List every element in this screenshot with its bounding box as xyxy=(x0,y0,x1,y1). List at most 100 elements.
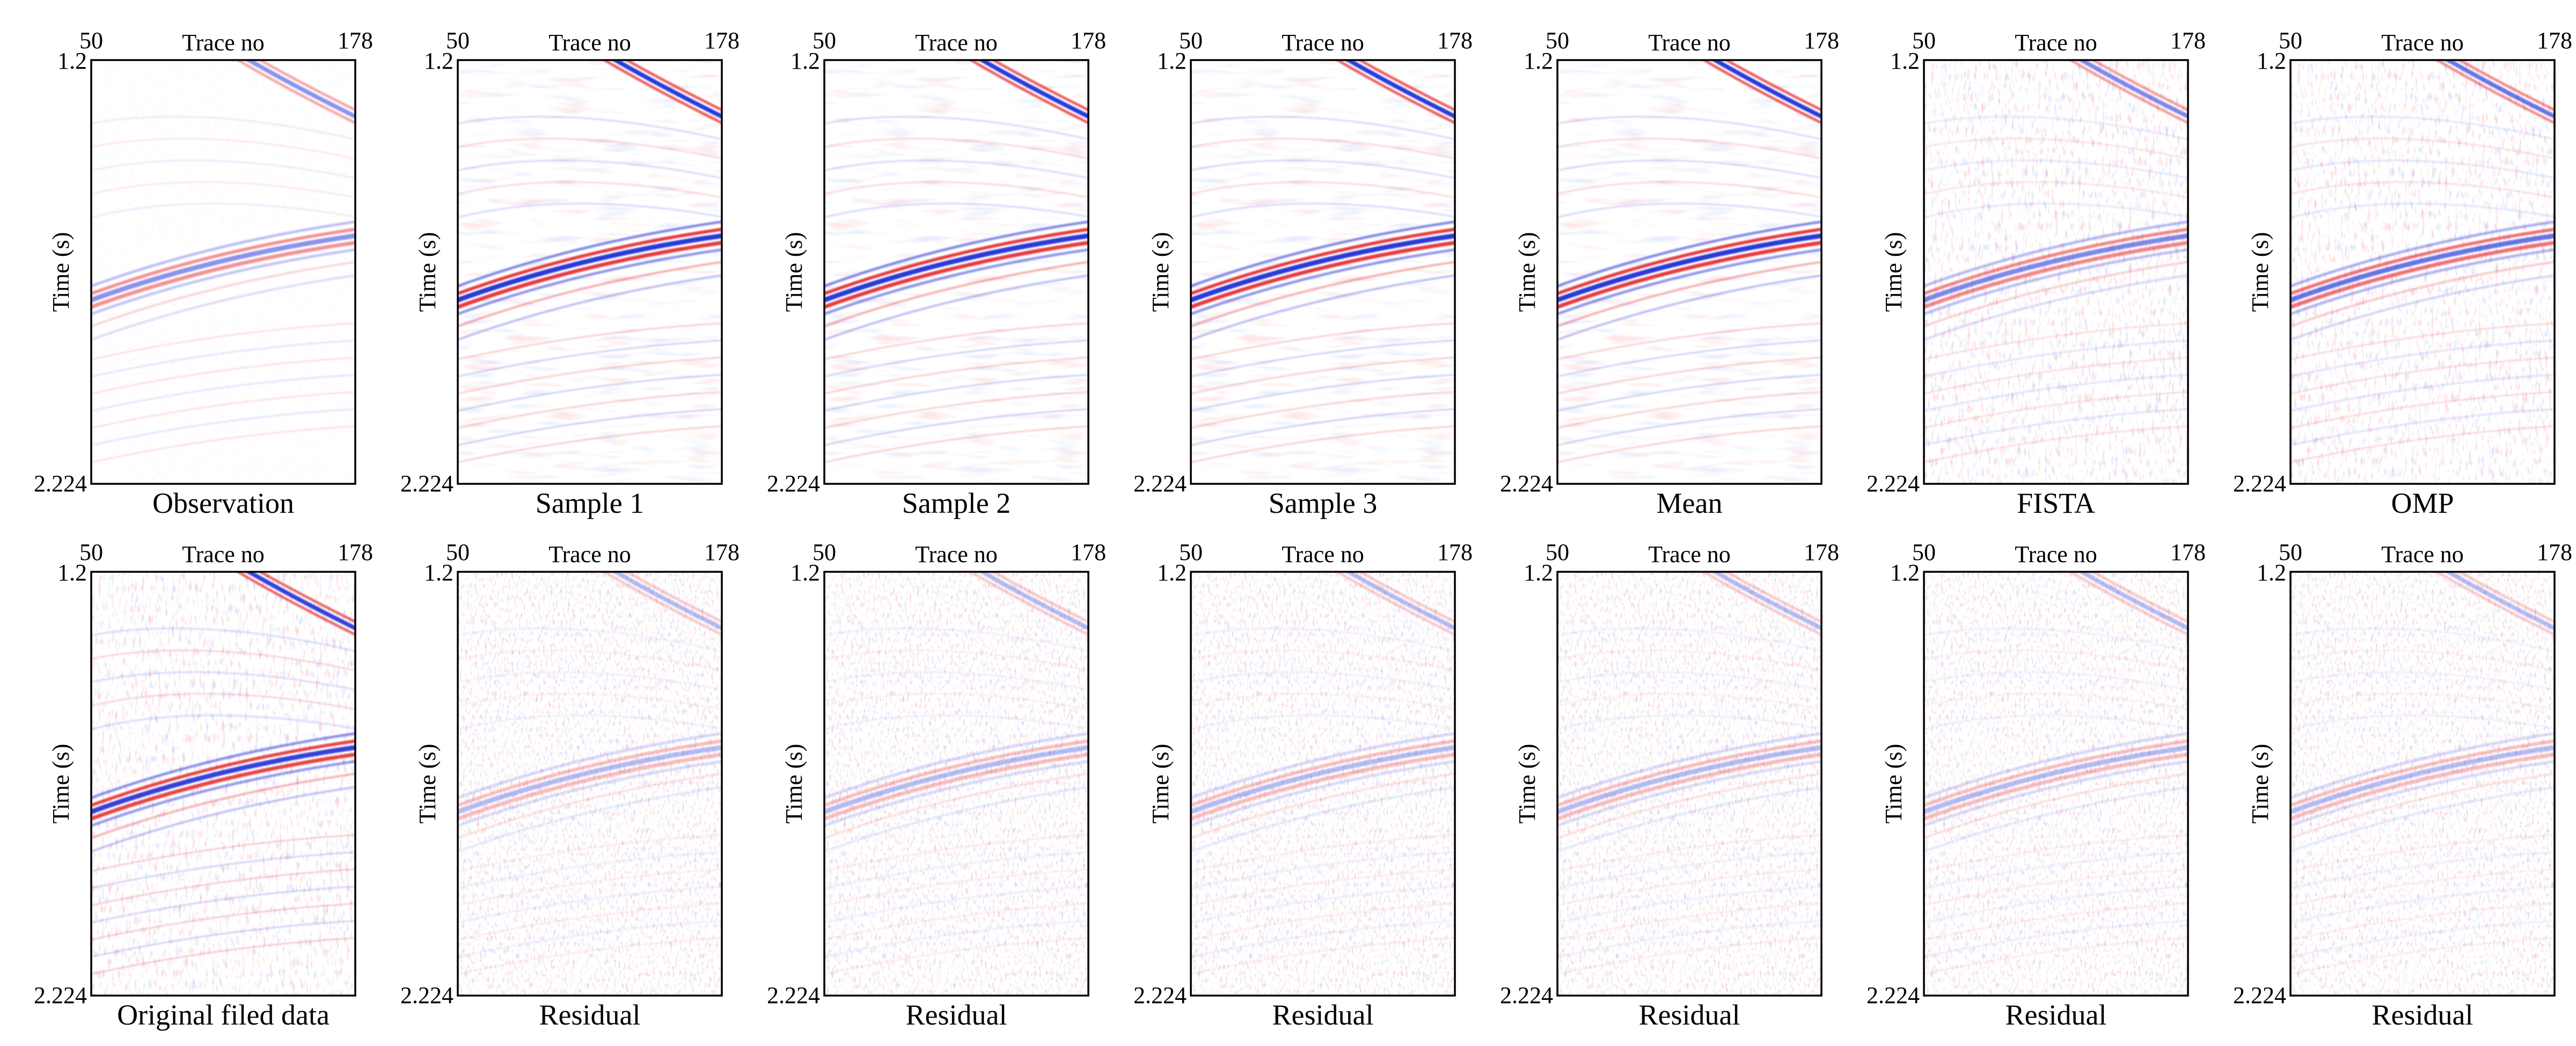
reflection-event xyxy=(602,572,722,636)
heatmap-area xyxy=(1924,572,2188,996)
seismic-events xyxy=(91,60,355,463)
reflection-event xyxy=(1344,572,1455,631)
reflection-event xyxy=(91,920,355,958)
reflection-event xyxy=(458,248,722,316)
reflection-event xyxy=(91,220,355,288)
reflection-event xyxy=(2290,248,2555,316)
reflection-event xyxy=(458,886,722,924)
reflection-event xyxy=(458,920,722,958)
reflection-event xyxy=(1723,572,1821,623)
reflection-event xyxy=(1711,60,1821,119)
x-tick-max: 178 xyxy=(704,539,740,565)
reflection-event xyxy=(2290,374,2555,412)
reflection-event xyxy=(968,60,1088,124)
x-tick-min: 50 xyxy=(1546,27,1569,54)
reflection-event xyxy=(91,627,355,652)
reflection-event xyxy=(2290,752,2555,821)
reflection-event xyxy=(91,760,355,828)
reflection-event xyxy=(824,752,1088,821)
reflection-event xyxy=(978,572,1088,631)
y-tick-max: 2.224 xyxy=(34,470,87,497)
seismic-events xyxy=(458,572,722,975)
reflection-event xyxy=(1191,115,1455,141)
reflection-event xyxy=(1557,851,1821,889)
reflection-event xyxy=(824,220,1088,288)
reflection-event xyxy=(1701,572,1821,636)
panel-caption: Sample 1 xyxy=(536,487,644,519)
reflection-event xyxy=(824,714,1088,731)
y-tick-min: 1.2 xyxy=(1524,48,1553,74)
x-tick-min: 50 xyxy=(1546,539,1569,565)
y-tick-min: 1.2 xyxy=(424,48,453,74)
reflection-event xyxy=(91,340,355,378)
y-tick-max: 2.224 xyxy=(400,470,453,497)
heatmap-area xyxy=(824,572,1088,996)
seismic-events xyxy=(1924,60,2188,463)
reflection-event xyxy=(1557,903,1821,941)
x-tick-min: 50 xyxy=(1912,27,1936,54)
reflection-event xyxy=(2290,693,2555,710)
reflection-event xyxy=(1924,233,2188,303)
x-tick-max: 178 xyxy=(704,27,740,54)
reflection-event xyxy=(91,903,355,941)
panel-caption: Residual xyxy=(1272,999,1374,1031)
reflection-event xyxy=(91,227,355,296)
panel-residual-9: 50 178 Trace no 1.2 2.224 Time (s) Residual xyxy=(400,539,740,1031)
reflection-event xyxy=(257,572,355,623)
reflection-event xyxy=(1191,391,1455,429)
reflection-event xyxy=(257,60,355,112)
reflection-event xyxy=(1557,834,1821,872)
x-axis-label: Trace no xyxy=(915,30,998,56)
reflection-event xyxy=(824,760,1088,828)
seismic-events xyxy=(824,60,1088,463)
reflection-event xyxy=(1711,572,1821,631)
reflection-event xyxy=(1191,233,1455,303)
reflection-event xyxy=(91,115,355,141)
reflection-event xyxy=(245,572,355,631)
heatmap-area xyxy=(91,60,355,484)
panel-caption: Observation xyxy=(152,487,294,519)
plot-frame xyxy=(457,571,723,997)
y-axis-label: Time (s) xyxy=(1514,232,1540,312)
reflection-event xyxy=(824,693,1088,710)
y-axis-label: Time (s) xyxy=(1147,744,1174,824)
reflection-event xyxy=(1557,649,1821,672)
reflection-event xyxy=(458,408,722,446)
reflection-event xyxy=(1924,261,2188,328)
reflection-event xyxy=(2290,227,2555,296)
reflection-event xyxy=(1924,220,2188,288)
reflection-event xyxy=(1924,671,2188,691)
reflection-event xyxy=(1191,240,1455,310)
reflection-event xyxy=(824,886,1088,924)
reflection-event xyxy=(824,425,1088,463)
panel-caption: Mean xyxy=(1657,487,1723,519)
reflection-event xyxy=(1335,572,1455,636)
seismic-events xyxy=(824,572,1088,975)
y-tick-max: 2.224 xyxy=(1133,982,1187,1008)
reflection-event xyxy=(1557,408,1821,446)
y-tick-max: 2.224 xyxy=(400,982,453,1008)
reflection-event xyxy=(1924,886,2188,924)
reflection-event xyxy=(624,572,722,623)
y-tick-min: 1.2 xyxy=(57,48,87,74)
reflection-event xyxy=(824,627,1088,652)
x-axis-label: Trace no xyxy=(1648,30,1731,56)
reflection-event xyxy=(1557,752,1821,821)
panel-caption: Sample 3 xyxy=(1269,487,1377,519)
plot-frame xyxy=(1556,571,1823,997)
reflection-event xyxy=(1557,181,1821,198)
reflection-event xyxy=(1357,60,1455,112)
y-tick-min: 1.2 xyxy=(57,559,87,586)
y-tick-max: 2.224 xyxy=(1867,470,1920,497)
heatmap-area xyxy=(1557,60,1821,484)
reflection-event xyxy=(458,181,722,198)
y-axis-label: Time (s) xyxy=(1880,232,1907,312)
reflection-event xyxy=(824,786,1088,853)
reflection-event xyxy=(91,851,355,889)
reflection-event xyxy=(1191,340,1455,378)
reflection-event xyxy=(824,739,1088,807)
reflection-event xyxy=(245,60,355,119)
y-tick-max: 2.224 xyxy=(2233,982,2286,1008)
panel-caption: FISTA xyxy=(2017,487,2095,519)
y-tick-max: 2.224 xyxy=(1133,470,1187,497)
